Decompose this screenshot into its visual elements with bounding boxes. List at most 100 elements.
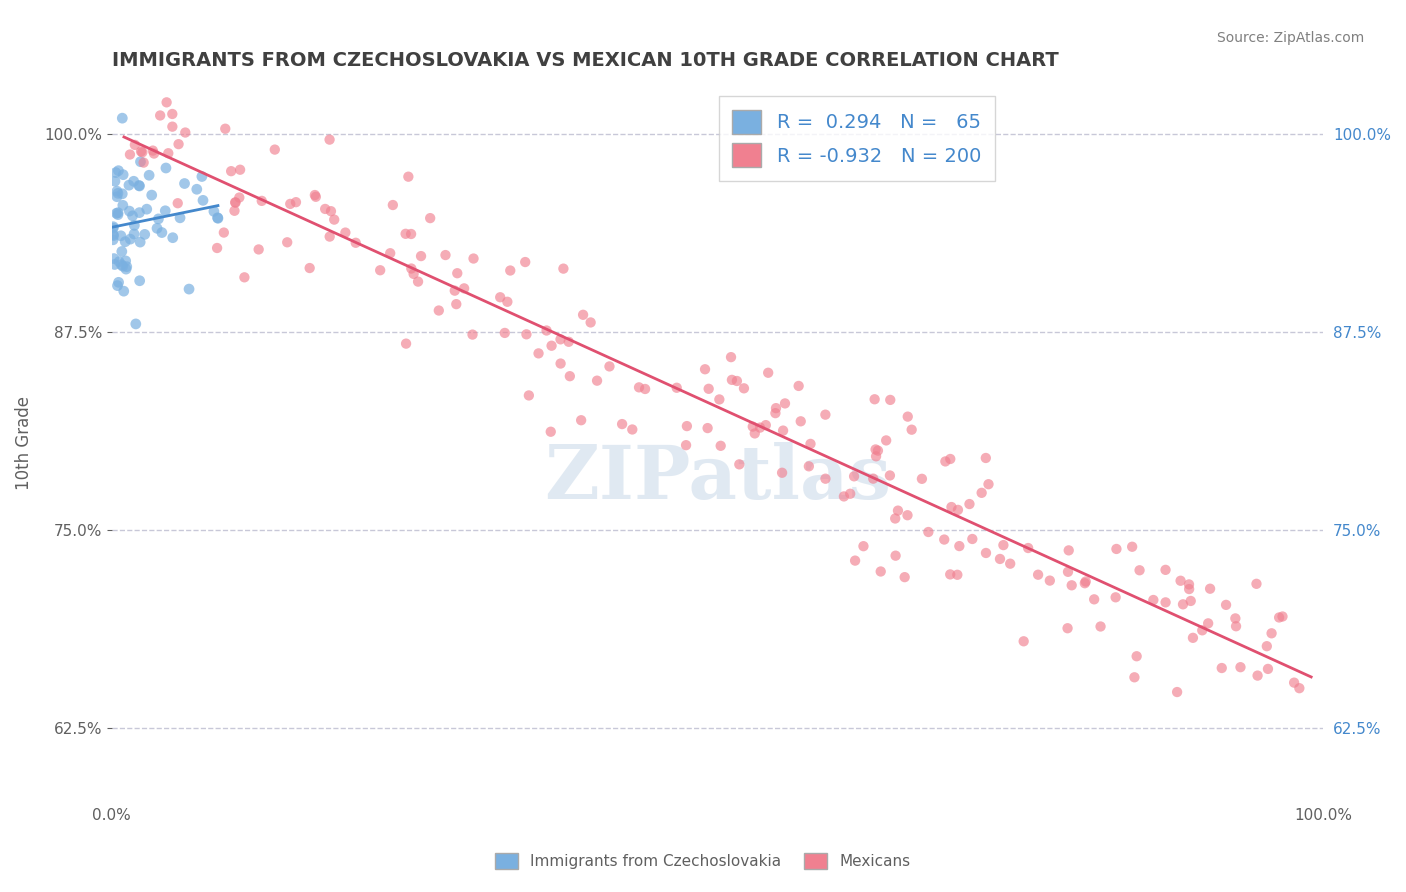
Point: [869, 565, 891, 579]
Point: [105, 206, 128, 220]
Point: [1229, 660, 1251, 674]
Point: [1154, 595, 1177, 609]
Text: ZIPatlas: ZIPatlas: [544, 442, 891, 515]
Point: [129, 154, 152, 169]
Point: [141, 188, 163, 202]
Legend: R =  0.294   N =   65, R = -0.932   N = 200: R = 0.294 N = 65, R = -0.932 N = 200: [718, 96, 995, 180]
Point: [124, 137, 146, 152]
Point: [1225, 619, 1247, 633]
Point: [166, 196, 188, 211]
Point: [107, 278, 129, 293]
Point: [115, 260, 138, 274]
Point: [146, 221, 169, 235]
Point: [941, 500, 963, 514]
Point: [1178, 577, 1201, 591]
Point: [499, 263, 522, 277]
Point: [852, 539, 875, 553]
Point: [1125, 649, 1147, 664]
Point: [1057, 543, 1080, 558]
Point: [394, 227, 416, 241]
Point: [1225, 611, 1247, 625]
Point: [598, 359, 620, 374]
Point: [103, 252, 125, 266]
Point: [1211, 661, 1233, 675]
Point: [395, 336, 418, 351]
Point: [115, 262, 138, 277]
Point: [434, 248, 457, 262]
Point: [250, 194, 273, 208]
Point: [443, 284, 465, 298]
Point: [917, 524, 939, 539]
Point: [247, 243, 270, 257]
Point: [934, 454, 956, 468]
Point: [401, 261, 423, 276]
Point: [959, 497, 981, 511]
Point: [553, 261, 575, 276]
Point: [977, 477, 1000, 491]
Point: [103, 221, 125, 235]
Point: [865, 442, 887, 457]
Point: [103, 228, 125, 243]
Point: [229, 162, 252, 177]
Point: [948, 539, 970, 553]
Point: [1026, 567, 1049, 582]
Point: [129, 235, 152, 249]
Point: [114, 253, 136, 268]
Point: [103, 219, 125, 234]
Text: Source: ZipAtlas.com: Source: ZipAtlas.com: [1216, 31, 1364, 45]
Point: [496, 294, 519, 309]
Point: [893, 570, 915, 584]
Point: [1215, 598, 1237, 612]
Point: [756, 366, 779, 380]
Point: [104, 165, 127, 179]
Point: [305, 190, 328, 204]
Point: [276, 235, 298, 250]
Point: [1057, 565, 1080, 579]
Point: [1288, 681, 1310, 696]
Point: [224, 195, 246, 210]
Point: [453, 281, 475, 295]
Point: [814, 408, 837, 422]
Point: [621, 422, 644, 436]
Point: [135, 202, 157, 216]
Point: [710, 439, 733, 453]
Point: [118, 178, 141, 193]
Point: [263, 143, 285, 157]
Point: [323, 212, 346, 227]
Point: [214, 121, 236, 136]
Point: [728, 458, 751, 472]
Point: [744, 426, 766, 441]
Point: [122, 227, 145, 241]
Point: [122, 174, 145, 188]
Point: [167, 137, 190, 152]
Point: [285, 195, 308, 210]
Point: [111, 244, 134, 259]
Point: [934, 533, 956, 547]
Point: [406, 275, 429, 289]
Point: [138, 168, 160, 182]
Point: [627, 380, 650, 394]
Point: [105, 184, 128, 198]
Point: [939, 452, 962, 467]
Point: [862, 472, 884, 486]
Point: [149, 108, 172, 122]
Point: [787, 379, 810, 393]
Point: [461, 327, 484, 342]
Point: [225, 195, 247, 210]
Point: [1039, 574, 1062, 588]
Point: [579, 315, 602, 329]
Point: [318, 229, 340, 244]
Point: [974, 450, 997, 465]
Point: [101, 227, 124, 242]
Point: [865, 450, 887, 464]
Point: [1197, 616, 1219, 631]
Point: [143, 146, 166, 161]
Point: [368, 263, 391, 277]
Point: [409, 249, 432, 263]
Point: [380, 246, 402, 260]
Point: [402, 267, 425, 281]
Point: [1191, 624, 1213, 638]
Point: [569, 413, 592, 427]
Point: [319, 204, 342, 219]
Point: [1180, 594, 1202, 608]
